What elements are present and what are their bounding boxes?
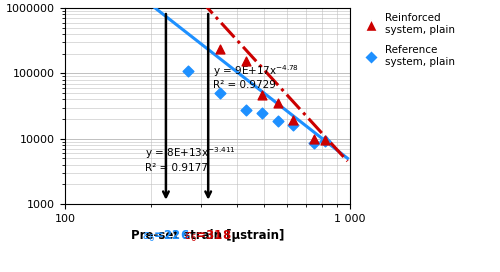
Point bbox=[216, 91, 224, 95]
Point bbox=[274, 118, 282, 123]
Point bbox=[242, 107, 250, 112]
X-axis label: Pre-set strain [μstrain]: Pre-set strain [μstrain] bbox=[131, 229, 284, 242]
Point bbox=[322, 139, 330, 143]
Legend: Reinforced
system, plain, Reference
system, plain: Reinforced system, plain, Reference syst… bbox=[361, 13, 455, 67]
Point bbox=[216, 47, 224, 51]
Text: y = 8E+13x$^{-3.411}$
R² = 0.9177: y = 8E+13x$^{-3.411}$ R² = 0.9177 bbox=[145, 145, 236, 173]
Text: y = 9E+17x$^{-4.78}$
R² = 0.9729: y = 9E+17x$^{-4.78}$ R² = 0.9729 bbox=[213, 63, 299, 90]
Text: $\varepsilon_6$=226: $\varepsilon_6$=226 bbox=[142, 228, 190, 244]
Point bbox=[274, 101, 282, 105]
Point bbox=[184, 69, 192, 73]
Point bbox=[322, 138, 330, 143]
Text: $\varepsilon_6$=318: $\varepsilon_6$=318 bbox=[184, 228, 232, 244]
Point bbox=[289, 123, 297, 128]
Point bbox=[242, 59, 250, 63]
Point bbox=[258, 110, 266, 115]
Point bbox=[310, 137, 318, 141]
Point bbox=[258, 93, 266, 97]
Point bbox=[310, 141, 318, 146]
Point bbox=[289, 118, 297, 122]
